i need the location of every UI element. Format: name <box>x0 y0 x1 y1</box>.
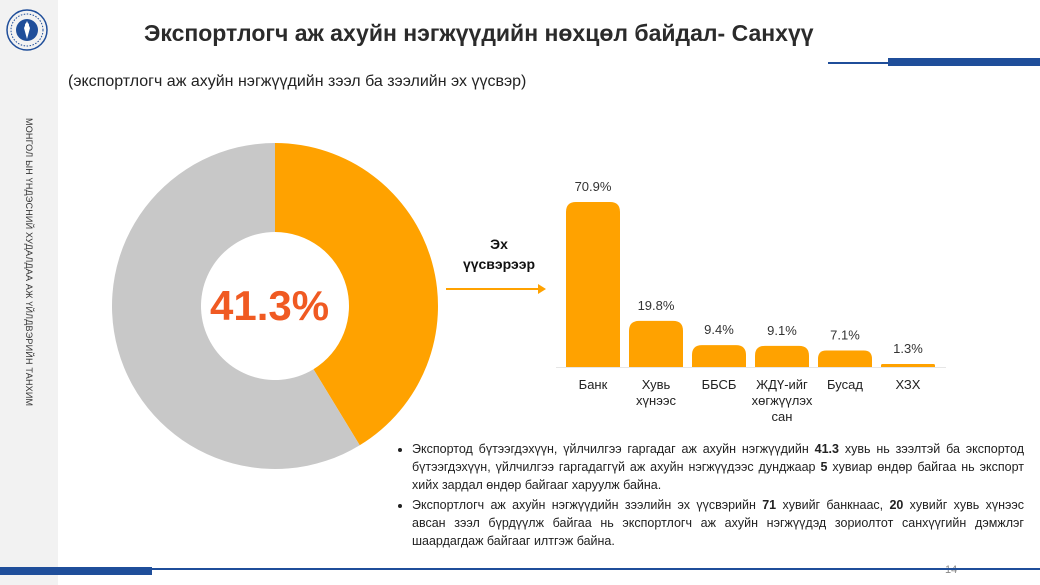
organization-vertical-text: МОНГОЛ ЫН ҮНДЭСНИЙ ХУДАЛДАА АЖ ҮЙЛДВЭРИЙ… <box>24 118 34 407</box>
bar-1 <box>629 320 683 367</box>
flow-arrow-icon <box>446 284 546 294</box>
footer-accent-bar <box>0 567 152 575</box>
flow-label: Эх үүсвэрээр <box>446 234 552 274</box>
page-number: 14 <box>945 564 958 576</box>
bar-5 <box>881 363 935 367</box>
sidebar: МОНГОЛ ЫН ҮНДЭСНИЙ ХУДАЛДАА АЖ ҮЙЛДВЭРИЙ… <box>0 0 58 585</box>
bar-3 <box>755 345 809 367</box>
bar-category-label-0: Банк <box>579 377 608 392</box>
bar-value-label-2: 9.4% <box>704 322 734 337</box>
bar-category-label-5: ХЗХ <box>896 377 921 392</box>
flow-label-line2: үүсвэрээр <box>462 256 536 272</box>
note-bullet-1: Экспортод бүтээгдэхүүн, үйлчилгээ гаргад… <box>412 440 1024 494</box>
donut-slice-0 <box>275 143 438 446</box>
bar-category-label-3-line-0: ЖДҮ-ийг <box>756 377 808 392</box>
bar-category-label-1-line-0: Хувь <box>642 377 671 392</box>
donut-slice-1 <box>111 143 360 470</box>
bar-4 <box>818 350 872 367</box>
note-bullet-2: Экспортлогч аж ахуйн нэгжүүдийн зээлийн … <box>412 496 1024 550</box>
donut-center-label: 41.3% <box>210 282 330 329</box>
bar-value-label-5: 1.3% <box>893 341 923 356</box>
title-accent-bar <box>888 58 1040 66</box>
chamber-logo <box>6 9 48 51</box>
flow-label-line1: Эх <box>490 236 508 252</box>
footer-line <box>0 568 1040 570</box>
bar-value-label-0: 70.9% <box>575 179 612 194</box>
bar-category-label-2: ББСБ <box>702 377 737 392</box>
bar-category-label-4: Бусад <box>827 377 863 392</box>
bar-category-label-3-line-1: хөгжүүлэх <box>752 393 813 408</box>
bar-category-label-1-line-1: хүнээс <box>636 393 676 408</box>
bar-2 <box>692 345 746 367</box>
notes-panel: Экспортод бүтээгдэхүүн, үйлчилгээ гаргад… <box>398 440 1024 552</box>
bar-0 <box>566 202 620 367</box>
page-subtitle: (экспортлогч аж ахуйн нэгжүүдийн зээл ба… <box>68 73 527 90</box>
bar-value-label-4: 7.1% <box>830 327 860 342</box>
page-title: Экспортлогч аж ахуйн нэгжүүдийн нөхцөл б… <box>144 20 814 46</box>
bar-value-label-3: 9.1% <box>767 323 797 338</box>
bar-category-label-3-line-2: сан <box>772 409 793 424</box>
bar-value-label-1: 19.8% <box>638 298 675 313</box>
